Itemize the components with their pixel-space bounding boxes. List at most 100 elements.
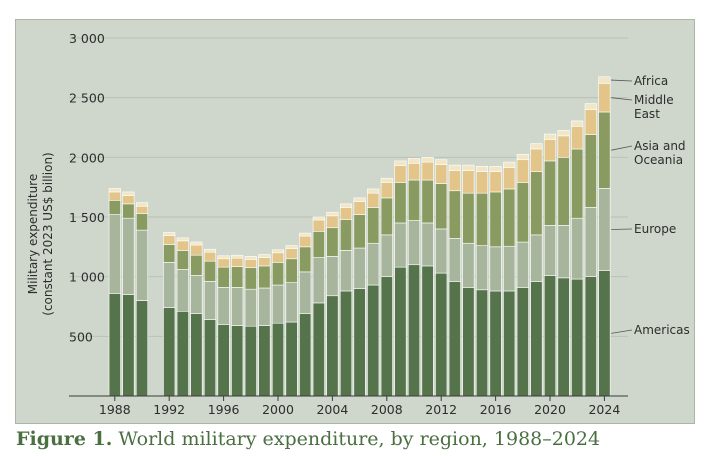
bar-segment-africa-2016: [489, 165, 502, 172]
bar-segment-middle-east-2014: [462, 170, 475, 194]
bar-segment-europe-2011: [421, 222, 434, 267]
legend-leader-line: [611, 79, 633, 82]
bar-segment-europe-1989: [122, 217, 135, 295]
x-tick-label: 1996: [208, 402, 240, 417]
bar-segment-asia-and-oceania-1997: [231, 266, 244, 288]
bar-segment-europe-2002: [299, 271, 312, 314]
bar-segment-europe-2000: [271, 284, 285, 324]
x-tick-label: 2004: [316, 402, 348, 417]
bar-segment-africa-2018: [516, 154, 529, 161]
bar-segment-africa-1989: [122, 191, 135, 196]
bar-segment-middle-east-2002: [299, 235, 312, 248]
bar-segment-europe-2023: [584, 207, 597, 277]
y-tick-label: 2 000: [69, 150, 105, 165]
bar-segment-africa-1992: [163, 232, 176, 236]
bar-segment-africa-2024: [598, 76, 611, 84]
bar-segment-europe-2012: [435, 228, 448, 274]
bar-segment-asia-and-oceania-1988: [108, 199, 121, 215]
bar-segment-middle-east-2013: [448, 170, 461, 192]
y-tick-label: 500: [69, 329, 93, 344]
bar-segment-americas-2000: [271, 322, 285, 397]
bar-segment-asia-and-oceania-2014: [462, 192, 475, 244]
bar-segment-americas-2007: [367, 284, 380, 397]
bar-segment-africa-1995: [203, 248, 217, 253]
y-tick-label: 1 000: [69, 270, 105, 285]
bar-segment-asia-and-oceania-2001: [285, 258, 298, 283]
bar-segment-africa-1998: [244, 256, 257, 260]
legend: Americas Europe Asia and Oceania Middle East A…: [611, 74, 690, 337]
bar-segment-europe-2008: [380, 234, 393, 277]
bar-segment-asia-and-oceania-2011: [421, 179, 434, 224]
bar-segment-americas-2017: [503, 290, 516, 397]
bar-segment-europe-1992: [163, 262, 176, 308]
legend-leader-line: [611, 329, 633, 334]
stacked-bar-chart: 500 1 000 1 500 2 000 2 500 3 000 1988 1992 199…: [26, 31, 690, 417]
bar-segment-asia-and-oceania-2018: [516, 182, 529, 243]
bar-segment-europe-2001: [285, 282, 298, 323]
bar-segment-americas-1988: [108, 293, 121, 397]
bar-segment-europe-2022: [571, 217, 584, 280]
bar-segment-middle-east-1999: [258, 257, 271, 267]
bar-segment-middle-east-2000: [271, 252, 285, 263]
bar-segment-americas-1997: [231, 325, 244, 397]
bar-segment-americas-2012: [435, 272, 448, 397]
bar-segment-africa-1993: [176, 237, 189, 242]
bar-segment-asia-and-oceania-2019: [530, 171, 543, 236]
bar-segment-asia-and-oceania-1998: [244, 267, 257, 290]
bar-segment-africa-2002: [299, 232, 312, 237]
bar-segment-americas-1999: [258, 325, 271, 397]
bar-segment-americas-2018: [516, 287, 529, 397]
y-tick-label: 1 500: [69, 210, 105, 225]
bar-segment-americas-2019: [530, 281, 543, 397]
bar-segment-asia-and-oceania-2022: [571, 148, 584, 219]
bar-segment-asia-and-oceania-2010: [407, 179, 421, 221]
bar-segment-americas-1994: [190, 313, 203, 397]
bar-segment-middle-east-2006: [353, 201, 366, 215]
bar-segment-africa-2022: [571, 120, 584, 127]
bar-segment-asia-and-oceania-2008: [380, 197, 393, 236]
bar-segment-asia-and-oceania-1999: [258, 265, 271, 289]
bar-segment-americas-2020: [543, 275, 557, 397]
bar-segment-middle-east-2011: [421, 161, 434, 181]
bar-segment-asia-and-oceania-1994: [190, 254, 203, 276]
bar-segment-europe-1993: [176, 269, 189, 312]
bar-segment-europe-2005: [339, 250, 353, 292]
bar-segment-europe-1988: [108, 214, 121, 294]
bar-segment-africa-1996: [217, 255, 230, 260]
legend-label-middle-east: Middle East: [634, 93, 674, 121]
bar-segment-africa-1990: [135, 202, 149, 207]
bar-segment-americas-1990: [135, 300, 149, 397]
bar-segment-europe-2016: [489, 246, 502, 292]
bar-segment-africa-2008: [380, 177, 393, 183]
chart-panel: 500 1 000 1 500 2 000 2 500 3 000 1988 1992 199…: [15, 19, 695, 424]
bar-segment-americas-2001: [285, 321, 298, 397]
bar-segment-asia-and-oceania-1989: [122, 203, 135, 219]
bar-segment-americas-2002: [299, 313, 312, 397]
bar-segment-europe-2004: [326, 256, 339, 297]
bar-segment-americas-2015: [475, 289, 489, 397]
bar-segment-asia-and-oceania-2015: [475, 192, 489, 246]
bar-segment-middle-east-2005: [339, 207, 353, 220]
bar-segment-middle-east-2021: [557, 135, 570, 158]
y-axis-label-line-2: (constant 2023 US$ billion): [41, 152, 55, 315]
bar-segment-middle-east-2018: [516, 159, 529, 183]
bar-segment-asia-and-oceania-1993: [176, 250, 189, 270]
bar-segment-middle-east-1997: [231, 257, 244, 267]
x-tick-label: 1992: [153, 402, 185, 417]
bar-segment-americas-1992: [163, 307, 176, 397]
bar-segment-asia-and-oceania-2016: [489, 191, 502, 248]
bar-segment-asia-and-oceania-2004: [326, 227, 339, 257]
x-tick-label: 2012: [425, 402, 457, 417]
bar-segment-europe-2007: [367, 242, 380, 286]
bar-segment-africa-2005: [339, 203, 353, 208]
bar-segment-asia-and-oceania-2021: [557, 157, 570, 226]
bar-segment-africa-2000: [271, 249, 285, 254]
x-axis-ticks: 1988 1992 1996 2000 2004 2008 2012 2016 2020 2024: [99, 396, 620, 417]
bar-segment-africa-2017: [503, 161, 516, 168]
bar-segment-americas-2023: [584, 276, 597, 397]
bar-segment-middle-east-2024: [598, 83, 611, 113]
y-axis-label-line-1: Military expenditure: [26, 174, 40, 294]
bar-segment-europe-2014: [462, 242, 475, 288]
bar-segment-africa-2019: [530, 143, 543, 150]
bar-segment-europe-1999: [258, 287, 271, 326]
